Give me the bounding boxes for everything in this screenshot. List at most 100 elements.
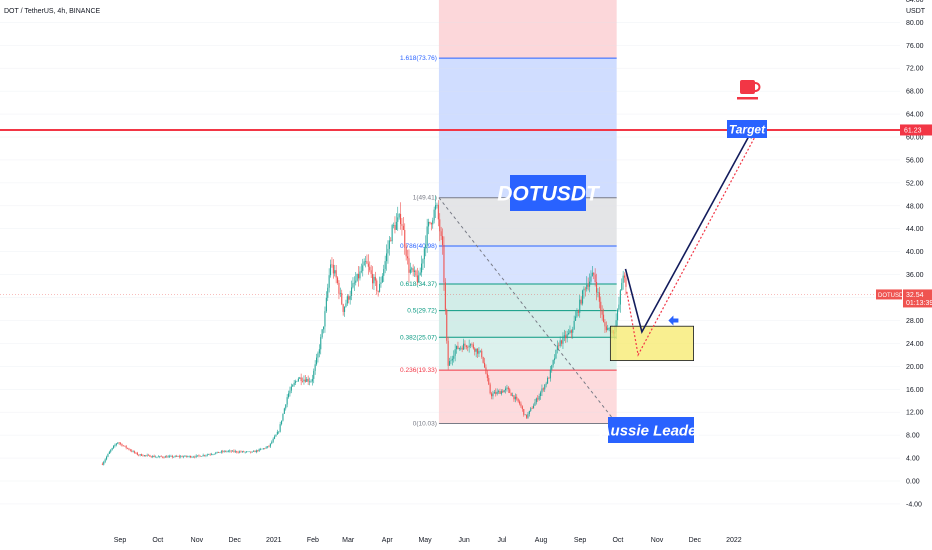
candle: [622, 275, 624, 283]
candle: [237, 452, 239, 453]
candle: [289, 390, 291, 394]
candle: [232, 450, 234, 452]
coffee-cup-icon: [737, 80, 761, 100]
candle: [465, 345, 467, 348]
cup-handle: [754, 82, 761, 92]
candle: [408, 258, 410, 273]
candle: [248, 451, 250, 453]
candle: [372, 273, 374, 284]
candle: [415, 270, 417, 276]
candle: [209, 454, 211, 456]
candle: [531, 408, 533, 409]
candle: [464, 343, 466, 346]
candle: [222, 451, 224, 452]
candle: [516, 396, 518, 399]
candle: [360, 270, 362, 272]
candle: [285, 404, 287, 409]
fib-level-label: 0.618(34.37): [400, 281, 437, 288]
candle: [470, 344, 472, 346]
candle: [430, 223, 432, 225]
left-arrow-shape: [668, 315, 679, 326]
candle: [317, 353, 319, 358]
candle: [519, 401, 521, 404]
fib-level-label: 0.5(29.72): [407, 308, 437, 315]
x-tick-label: Jun: [458, 537, 469, 544]
candle: [376, 280, 378, 291]
y-tick-label: 60.00: [906, 135, 924, 142]
candle: [426, 226, 428, 246]
candle: [136, 452, 138, 455]
y-tick-label: 20.00: [906, 364, 924, 371]
candle: [300, 377, 302, 382]
candle: [433, 209, 435, 221]
y-tick-label: 0.00: [906, 479, 920, 486]
candle: [103, 461, 105, 465]
candle: [283, 408, 285, 414]
candle: [495, 392, 497, 394]
candle: [584, 288, 586, 290]
candle: [269, 443, 271, 447]
candle: [444, 282, 446, 310]
x-tick-label: Feb: [307, 537, 319, 544]
candle: [474, 348, 476, 352]
candle: [205, 455, 207, 456]
candle: [135, 452, 137, 454]
cup-saucer: [737, 97, 758, 100]
y-tick-label: 72.00: [906, 66, 924, 73]
candle: [369, 266, 371, 271]
x-tick-label: Jul: [497, 537, 506, 544]
candle: [604, 321, 606, 327]
candle: [446, 309, 448, 341]
candle: [624, 275, 626, 278]
candle: [213, 453, 215, 455]
candle: [398, 213, 400, 218]
candle: [450, 360, 452, 362]
candle: [498, 391, 500, 392]
candle: [587, 284, 589, 287]
target-price-tag-text: 61.23: [904, 127, 922, 134]
candle: [526, 414, 528, 418]
y-tick-label: 40.00: [906, 249, 924, 256]
x-tick-label: 2022: [726, 537, 742, 544]
candle: [513, 395, 515, 400]
currency-label: USDT: [906, 8, 926, 15]
candle: [274, 436, 276, 439]
candle: [502, 391, 504, 393]
candle: [141, 454, 143, 456]
candle: [311, 378, 313, 382]
title-label-bg: [510, 175, 586, 211]
candle: [475, 348, 477, 352]
candle: [387, 248, 389, 254]
candle: [320, 337, 322, 350]
candle: [549, 369, 551, 379]
candle: [370, 270, 372, 274]
candle: [332, 264, 334, 274]
candle: [227, 451, 229, 452]
candle: [618, 304, 620, 310]
candle: [467, 347, 469, 348]
candle: [393, 224, 395, 226]
candle: [561, 340, 563, 344]
candle: [407, 256, 409, 259]
candle: [383, 268, 385, 276]
candle: [279, 424, 281, 432]
candle: [198, 455, 200, 457]
candle: [579, 299, 581, 313]
x-tick-label: Oct: [612, 537, 623, 544]
candle: [507, 387, 509, 390]
candle: [349, 295, 351, 300]
candle: [491, 393, 493, 397]
fib-level-label: 0.786(40.98): [400, 243, 437, 250]
candle: [278, 431, 280, 433]
candle: [113, 446, 115, 448]
candle: [548, 377, 550, 379]
candle: [619, 290, 621, 305]
candle: [195, 455, 197, 458]
candle: [276, 431, 278, 435]
candle: [569, 330, 571, 333]
candle: [157, 456, 159, 458]
candle: [236, 451, 238, 453]
x-tick-label: Sep: [114, 537, 127, 544]
candle: [411, 268, 413, 270]
